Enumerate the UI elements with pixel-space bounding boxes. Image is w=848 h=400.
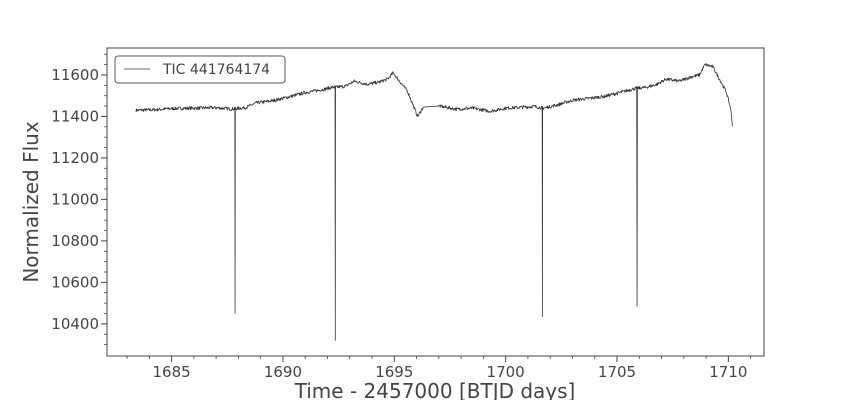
plot-area bbox=[135, 63, 733, 341]
legend-box bbox=[114, 55, 286, 84]
y-tick-label: 10800 bbox=[51, 232, 99, 250]
y-axis: 10400 10600 10800 11000 11200 11400 11600 bbox=[51, 53, 107, 345]
x-axis-label: Time - 2457000 [BTJD days] bbox=[294, 379, 576, 400]
y-tick-label: 11600 bbox=[51, 66, 99, 84]
x-tick-label: 1710 bbox=[709, 363, 747, 381]
plot-frame bbox=[106, 47, 765, 357]
y-tick-label: 10600 bbox=[51, 273, 99, 291]
y-tick-label: 11400 bbox=[51, 107, 99, 125]
x-tick-label: 1705 bbox=[598, 363, 636, 381]
x-tick-label: 1685 bbox=[152, 363, 190, 381]
legend: TIC 441764174 bbox=[114, 55, 286, 84]
legend-label: TIC 441764174 bbox=[162, 62, 270, 78]
x-tick-label: 1700 bbox=[487, 363, 525, 381]
y-tick-label: 11200 bbox=[51, 149, 99, 167]
x-axis: 1685 1690 1695 1700 1705 1710 bbox=[126, 356, 752, 381]
y-tick-label: 10400 bbox=[51, 315, 99, 333]
light-curve-series bbox=[135, 63, 733, 341]
x-tick-label: 1690 bbox=[264, 363, 302, 381]
x-tick-label: 1695 bbox=[375, 363, 413, 381]
y-axis-label: Normalized Flux bbox=[19, 121, 43, 283]
y-tick-label: 11000 bbox=[51, 190, 99, 208]
